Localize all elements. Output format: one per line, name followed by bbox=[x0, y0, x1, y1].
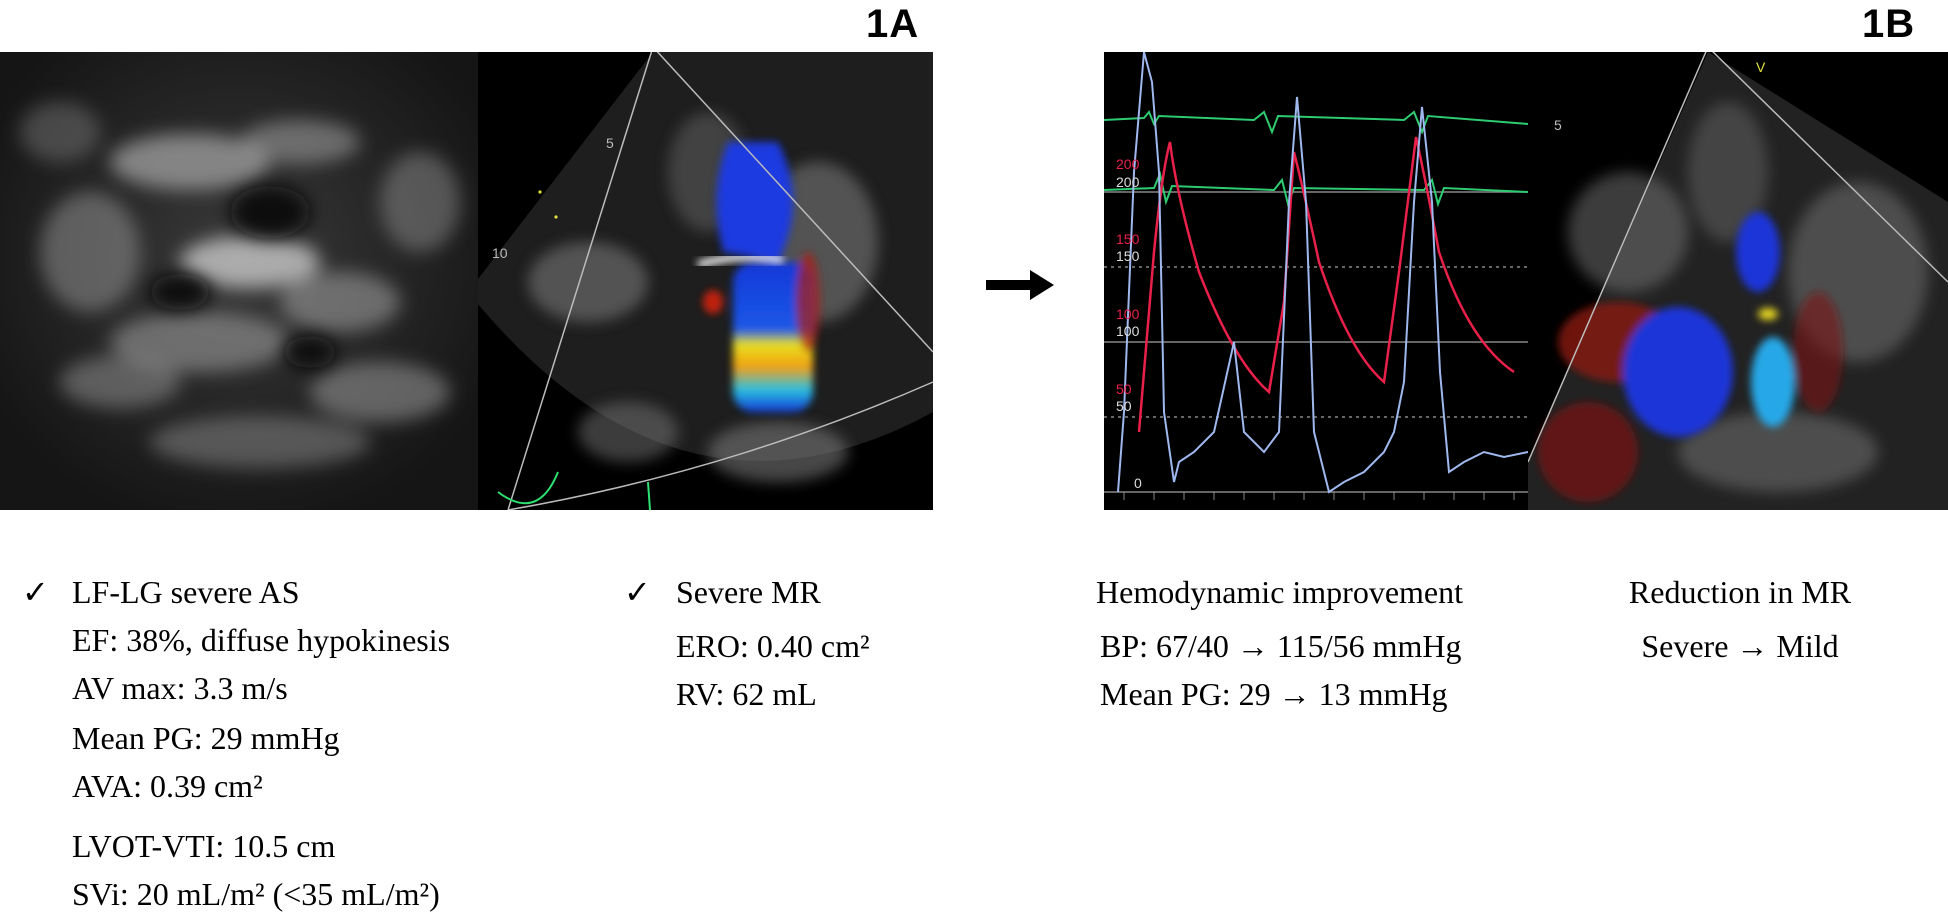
result-title-hemodynamic: Hemodynamic improvement bbox=[1096, 574, 1464, 610]
view-marker: V bbox=[1756, 59, 1766, 75]
pressure-tracing-image: 200 200 150 150 100 100 50 50 0 bbox=[1104, 52, 1528, 510]
finding-title-as: LF-LG severe AS bbox=[72, 574, 300, 610]
finding-line: Mean PG: 29 mmHg bbox=[72, 720, 340, 756]
depth-mark-5: 5 bbox=[1554, 117, 1562, 133]
panel-label-1a: 1A bbox=[866, 2, 920, 46]
depth-mark-5: 5 bbox=[606, 135, 614, 151]
scale-white-100: 100 bbox=[1116, 323, 1140, 339]
scale-white-50: 50 bbox=[1116, 398, 1132, 414]
scale-zero: 0 bbox=[1134, 475, 1142, 491]
depth-mark-10: 10 bbox=[492, 245, 508, 261]
result-title-mr-reduction: Reduction in MR bbox=[1628, 574, 1852, 610]
scale-red-50: 50 bbox=[1116, 381, 1132, 397]
finding-line: SVi: 20 mL/m² (<35 mL/m²) bbox=[72, 876, 440, 912]
result-line: Severe → Mild bbox=[1641, 628, 1839, 664]
finding-line: RV: 62 mL bbox=[676, 676, 817, 712]
scale-red-150: 150 bbox=[1116, 231, 1140, 247]
scale-red-100: 100 bbox=[1116, 306, 1140, 322]
result-line: BP: 67/40 → 115/56 mmHg bbox=[1100, 628, 1462, 664]
panel-label-1b: 1B bbox=[1862, 2, 1916, 46]
scale-white-200: 200 bbox=[1116, 174, 1140, 190]
check-icon: ✓ bbox=[624, 573, 651, 611]
finding-line: ERO: 0.40 cm² bbox=[676, 628, 870, 664]
result-line: Mean PG: 29 → 13 mmHg bbox=[1100, 676, 1448, 712]
finding-line: LVOT-VTI: 10.5 cm bbox=[72, 828, 336, 864]
echo-short-axis-image bbox=[0, 52, 478, 510]
check-icon: ✓ bbox=[22, 573, 49, 611]
echo-post-procedure-image: 5 V bbox=[1528, 52, 1948, 510]
echo-apical-color-doppler-image: 5 10 bbox=[478, 52, 933, 510]
finding-line: AV max: 3.3 m/s bbox=[72, 670, 288, 706]
scale-red-200: 200 bbox=[1116, 156, 1140, 172]
finding-title-mr: Severe MR bbox=[676, 574, 821, 610]
finding-line: EF: 38%, diffuse hypokinesis bbox=[72, 622, 451, 658]
right-arrow-icon bbox=[986, 270, 1054, 300]
scale-white-150: 150 bbox=[1116, 248, 1140, 264]
finding-line: AVA: 0.39 cm² bbox=[72, 768, 263, 804]
